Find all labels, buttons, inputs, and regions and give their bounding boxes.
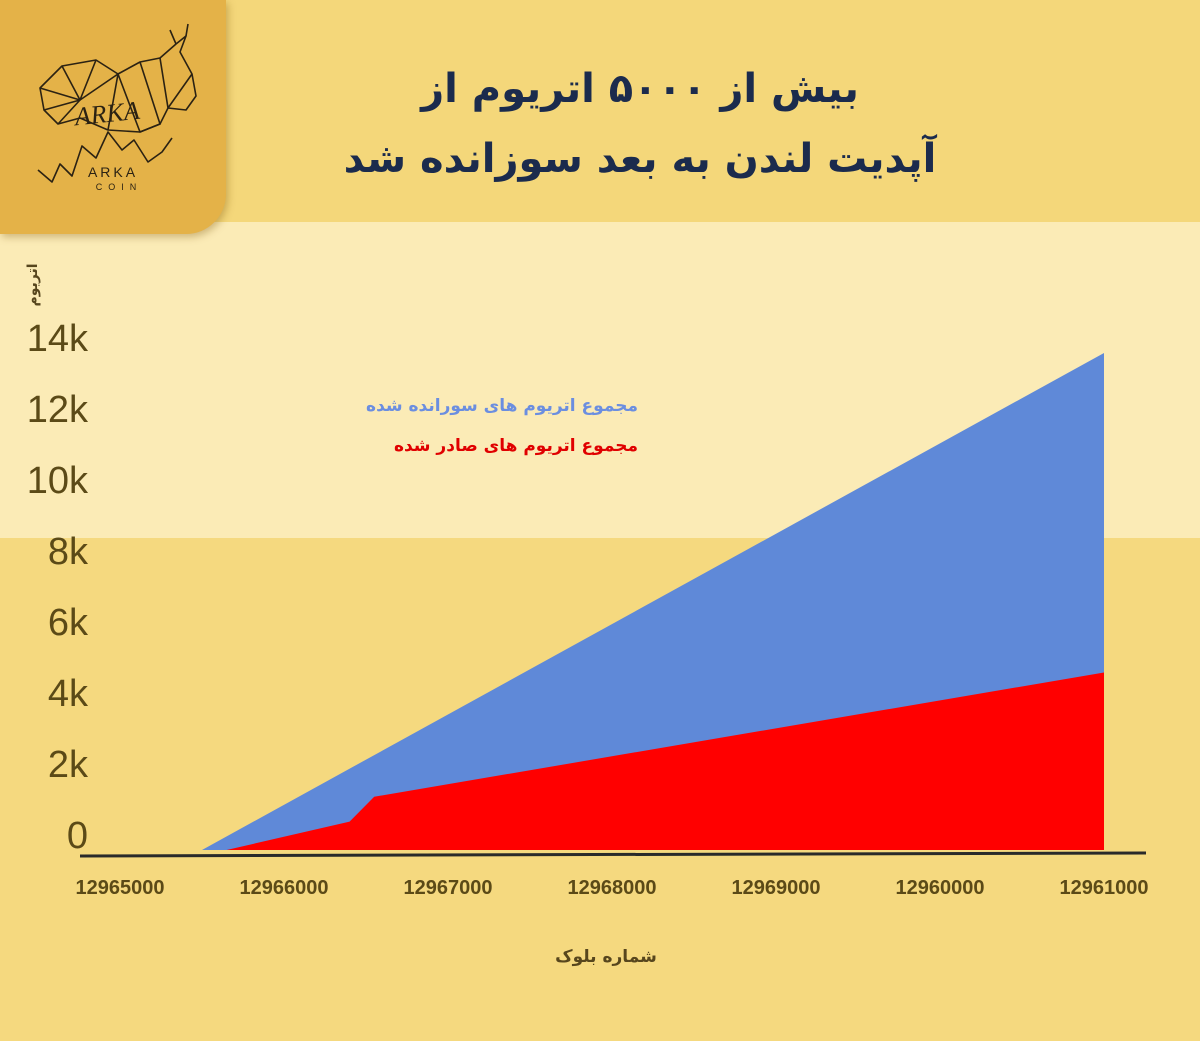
page-title-line1: بیش از ۵۰۰۰ اتریوم از	[421, 66, 859, 112]
logo-brand-text: ARKA	[87, 164, 139, 180]
x-tick-label: 12961000	[1060, 877, 1149, 899]
logo-script-text: ARKA	[71, 96, 141, 132]
y-tick-label: 12k	[27, 389, 89, 431]
x-tick-label: 12968000	[568, 877, 657, 899]
x-axis-title: شماره بلوک	[555, 947, 657, 967]
y-tick-label: 2k	[48, 744, 89, 786]
y-tick-label: 14k	[27, 318, 89, 360]
y-tick-label: 6k	[48, 602, 89, 644]
y-tick-label: 8k	[48, 531, 89, 573]
series-areas	[202, 353, 1105, 850]
legend-burned: مجموع اتریوم های سورانده شده	[366, 396, 638, 416]
x-tick-label: 12969000	[732, 877, 821, 899]
x-axis-line	[79, 851, 1147, 858]
x-tick-label: 12960000	[896, 877, 985, 899]
legend-issued: مجموع اتریوم های صادر شده	[393, 436, 638, 456]
x-tick-labels: 12965000 12966000 12967000 12968000 12969000…	[76, 877, 1149, 899]
page-title-line2: آپدیت لندن به بعد سوزانده شد	[343, 136, 937, 182]
y-tick-label: 10k	[27, 460, 89, 502]
y-tick-label: 0	[67, 815, 88, 857]
arka-coin-logo: ARKA ARKA COIN	[0, 0, 226, 234]
y-axis-title: اتریوم	[25, 263, 41, 307]
x-tick-label: 12966000	[240, 877, 329, 899]
y-tick-labels: 0 2k 4k 6k 8k 10k 12k 14k	[27, 318, 89, 857]
x-tick-label: 12965000	[76, 877, 165, 899]
bull-logo-icon: ARKA	[37, 23, 197, 183]
logo-sub-text: COIN	[95, 182, 143, 192]
series-area-issued	[226, 672, 1105, 850]
y-tick-label: 4k	[48, 673, 89, 715]
x-tick-label: 12967000	[404, 877, 493, 899]
